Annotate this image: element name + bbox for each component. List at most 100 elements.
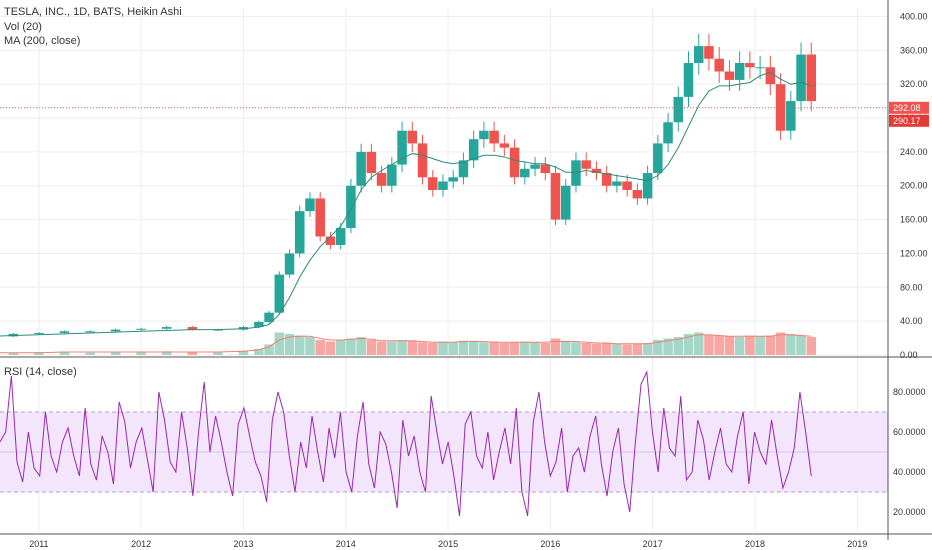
candle-body [427, 177, 438, 190]
volume-bar [673, 337, 684, 355]
volume-bar [213, 352, 223, 355]
rsi-polyline [0, 370, 812, 517]
price-badges: 292.08 290.17 [889, 101, 929, 127]
candle-body [387, 164, 397, 186]
legend-rsi: RSI (14, close) [4, 366, 77, 378]
volume-bar [448, 342, 458, 355]
volume-bar [305, 337, 315, 355]
volume-bar [136, 352, 146, 355]
candle-body [407, 130, 418, 144]
volume-bar [642, 343, 653, 355]
volume-bar [110, 352, 121, 355]
price-tick-label: 80.00 [900, 282, 923, 292]
volume-bar [704, 334, 714, 355]
candle-body [612, 181, 622, 186]
volume-bar [683, 334, 694, 355]
volume-ma-polyline [0, 334, 812, 354]
volume-bar [714, 335, 724, 355]
candle-body [642, 173, 653, 199]
candle-body [550, 173, 561, 220]
year-tick-label: 2012 [131, 539, 151, 549]
price-tick-label: 240.00 [900, 147, 928, 157]
price-tick-label: 320.00 [900, 79, 928, 89]
legend-ma: MA (200, close) [4, 35, 81, 47]
price-axis[interactable]: 0.0040.0080.00120.00160.00200.00240.0028… [900, 11, 928, 360]
volume-bar [335, 340, 346, 355]
price-tick-label: 160.00 [900, 215, 928, 225]
volume-bar [622, 344, 632, 355]
volume-bar [468, 341, 479, 355]
candle-body [622, 181, 632, 190]
volume-bar [294, 335, 305, 355]
volume-bar [806, 337, 817, 355]
volume-bar [520, 341, 530, 355]
rsi-line [0, 370, 812, 517]
price-tick-label: 0.00 [900, 350, 918, 360]
candle-body [274, 274, 285, 313]
volume-bar [387, 341, 397, 355]
candle-body [136, 328, 146, 330]
candle-body [264, 312, 274, 322]
rsi-tick-label: 80.0000 [893, 387, 926, 397]
volume-bar [8, 352, 19, 355]
volume-bar [274, 332, 285, 355]
volume-bar [417, 342, 428, 355]
candle-body [560, 185, 571, 220]
candle-body [162, 327, 172, 329]
volume-bar [601, 343, 612, 355]
legend-title: TESLA, INC., 1D, BATS, Heikin Ashi [4, 6, 182, 18]
volume-bar [591, 343, 602, 355]
volume-bar [550, 338, 561, 355]
volume-bar [693, 332, 704, 355]
candle-body [601, 173, 612, 186]
candle-body [376, 173, 387, 186]
rsi-band [0, 411, 888, 493]
volume-bar [745, 335, 755, 355]
volume-bar [254, 349, 264, 355]
volume-bar [530, 342, 540, 355]
year-tick-label: 2019 [847, 539, 867, 549]
candle-body [85, 331, 95, 333]
volume-bar [734, 337, 745, 355]
candle-body [284, 253, 295, 275]
price-tick-label: 200.00 [900, 181, 928, 191]
candle-body [417, 143, 428, 178]
candle-body [489, 130, 499, 144]
volume-bar [366, 340, 377, 355]
candle-body [294, 211, 305, 254]
candle-body [448, 177, 458, 182]
volume-bar [755, 336, 765, 355]
volume-bar [479, 342, 489, 355]
volume-bar [581, 343, 591, 355]
candle-body [714, 58, 724, 72]
volume-bar [489, 341, 499, 355]
candle-body [806, 54, 817, 102]
candle-body [509, 147, 520, 178]
volume-bar [162, 351, 172, 355]
candle-body [458, 160, 469, 178]
volume-bar [376, 341, 387, 355]
candle-body [520, 168, 530, 178]
year-tick-label: 2016 [540, 539, 560, 549]
candle-body [734, 63, 745, 80]
time-axis[interactable]: 2011 2012 2013 2014 2015 2016 2017 2018 2019 [29, 539, 867, 549]
candle-body [591, 168, 602, 174]
rsi-axis[interactable]: 20.0000 40.0000 60.0000 80.0000 [893, 387, 926, 517]
volume-bar [653, 340, 663, 355]
candle-body [745, 63, 755, 68]
year-tick-label: 2014 [336, 539, 356, 549]
candle-body [187, 327, 198, 330]
volume-bar [765, 335, 776, 355]
candle-body [335, 228, 346, 245]
volume-bar [34, 352, 44, 355]
candle-body [571, 160, 581, 186]
candle-body [683, 63, 694, 97]
close-price-badge-text: 290.17 [893, 116, 921, 126]
volume-bar [325, 341, 336, 355]
candle-body [530, 164, 540, 169]
price-tick-label: 40.00 [900, 316, 923, 326]
candle-body [755, 67, 765, 69]
candle-body [653, 143, 663, 174]
